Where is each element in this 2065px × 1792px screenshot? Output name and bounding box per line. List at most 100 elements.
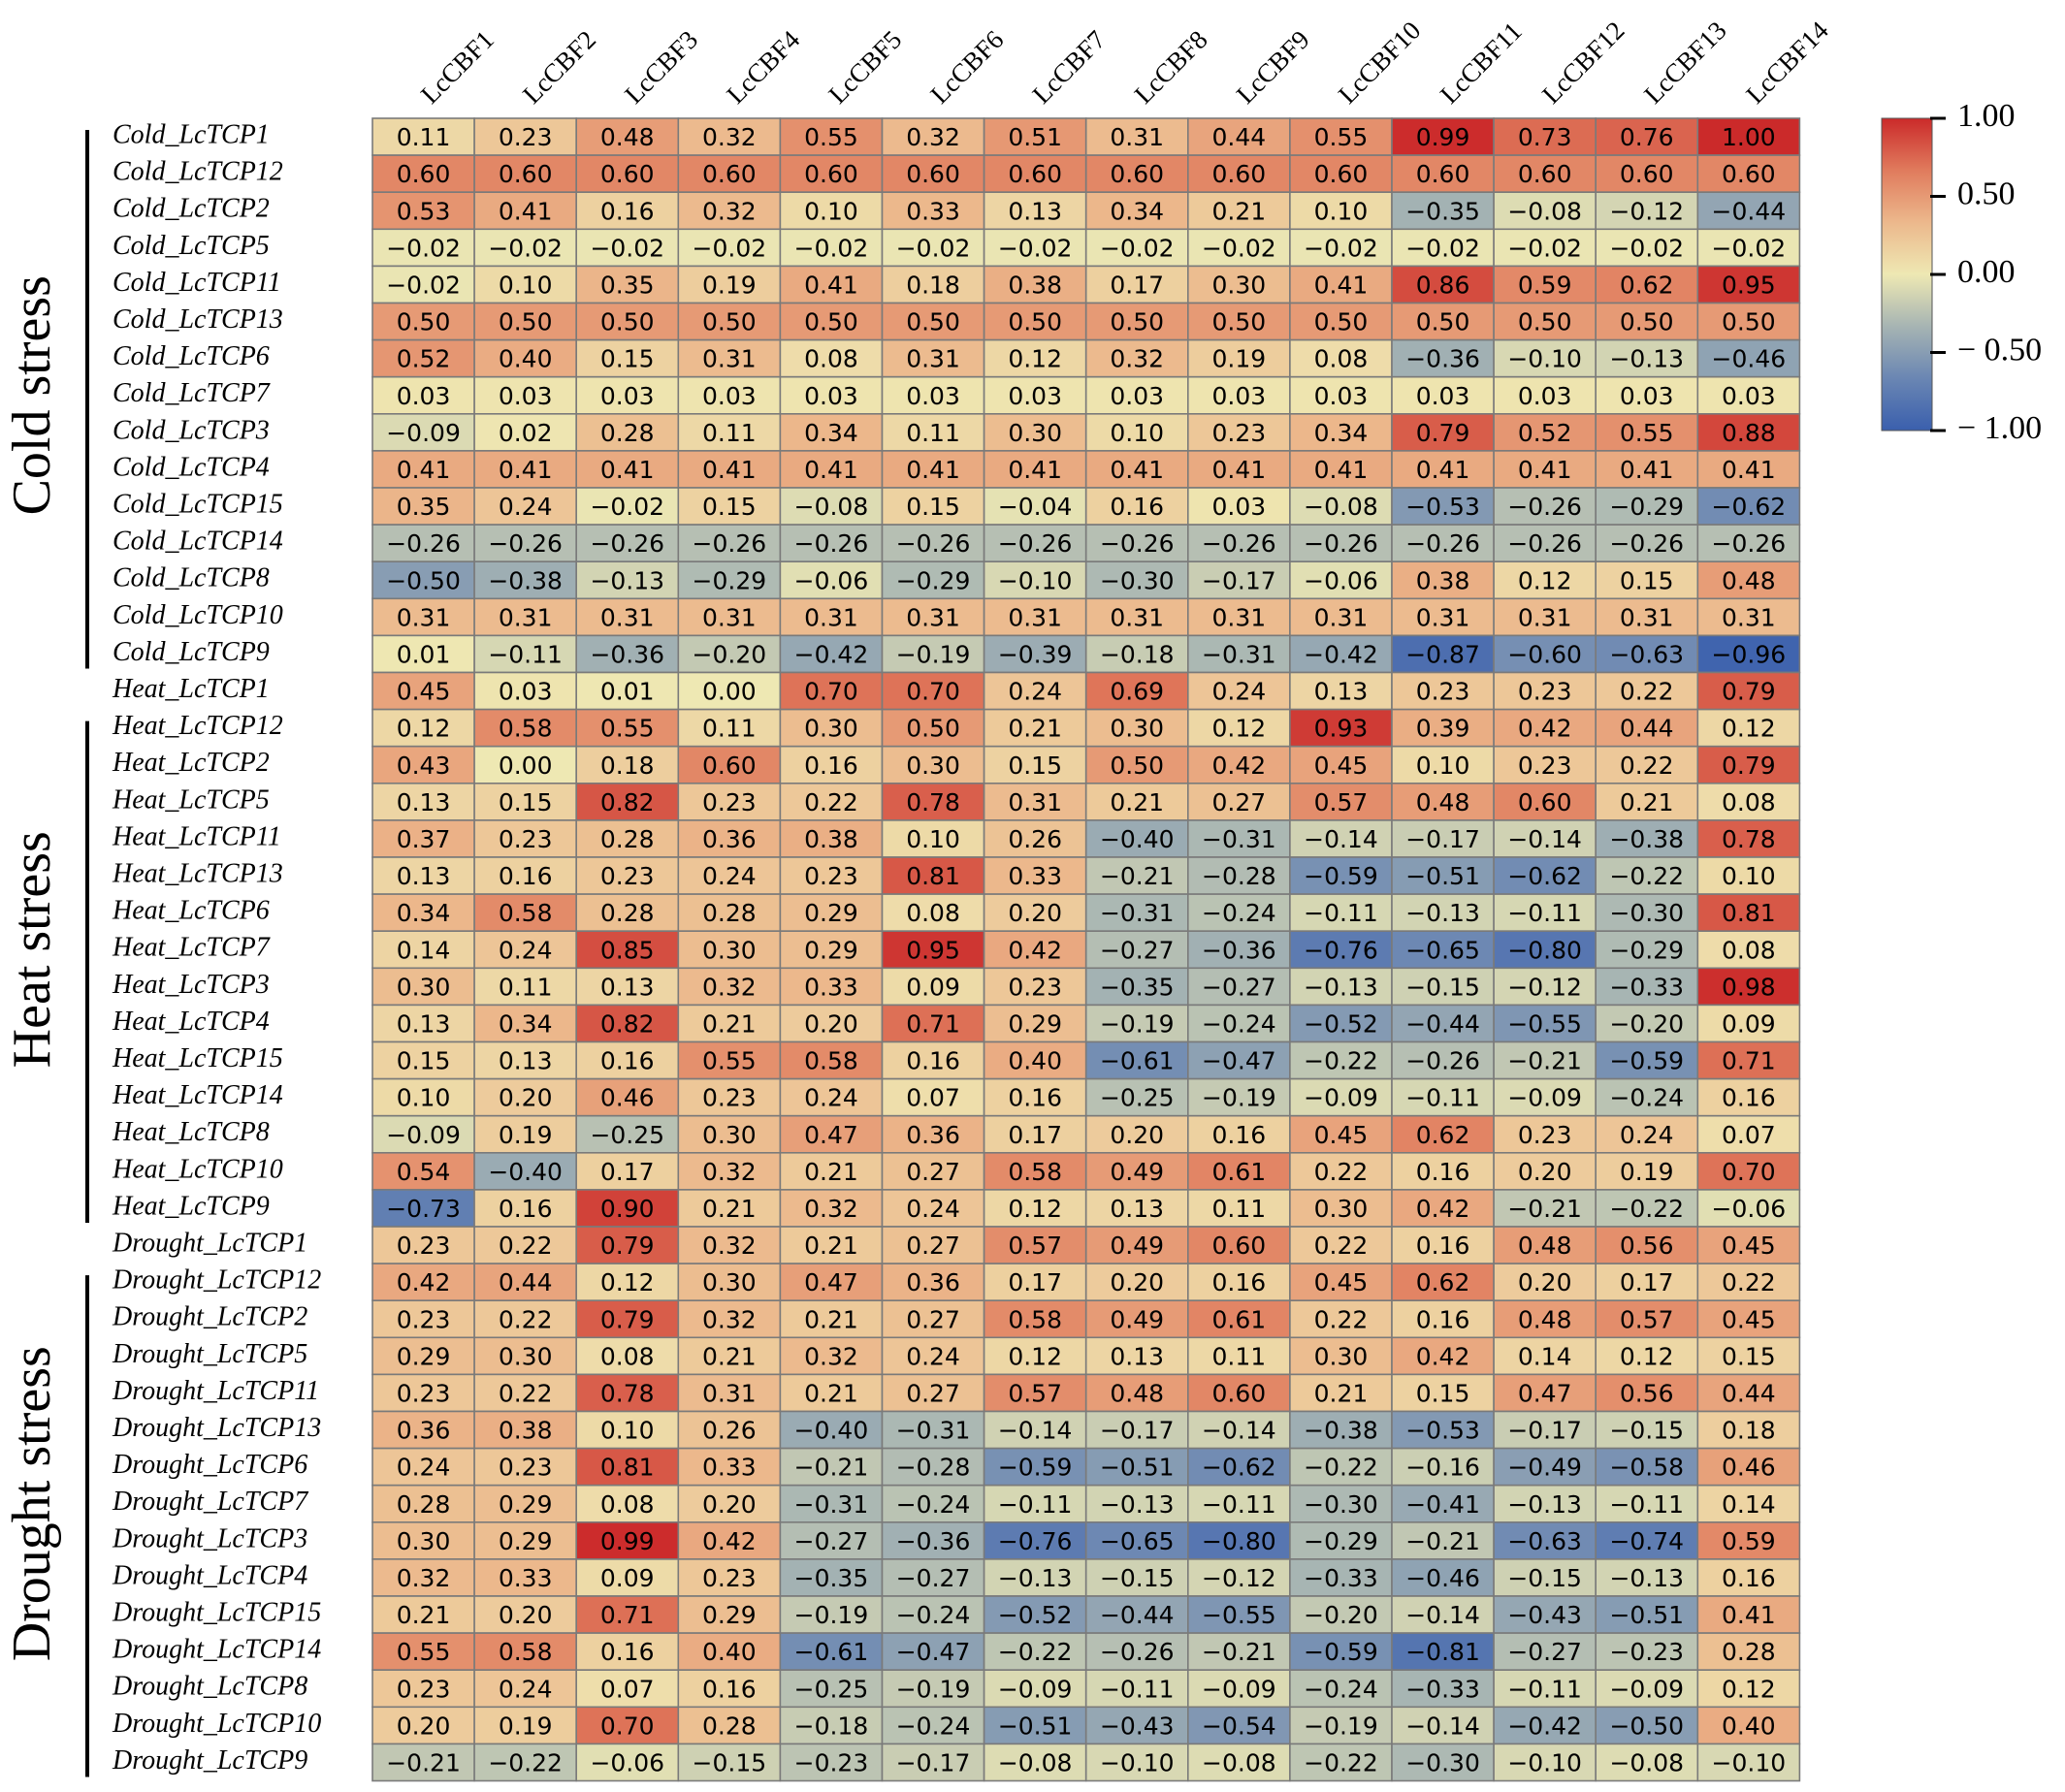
cell-value-label: 0.29 (702, 1601, 757, 1629)
cell-value-label: 0.49 (1110, 1158, 1164, 1186)
cell-value-label: −0.13 (1100, 1490, 1175, 1519)
cell-value-label: 0.50 (1620, 308, 1674, 336)
heatmap-cell (881, 708, 985, 748)
cell-value-label: 0.41 (1518, 456, 1572, 484)
heatmap-cell (1289, 1040, 1393, 1080)
cell-value-label: −0.15 (1609, 1417, 1684, 1445)
cell-value-label: 0.46 (1722, 1454, 1776, 1482)
cell-value-label: −0.74 (1609, 1527, 1684, 1555)
cell-value-label: 0.33 (499, 1564, 553, 1592)
cell-value-label: 0.17 (1620, 1268, 1674, 1296)
cell-value-label: 0.30 (397, 1527, 451, 1555)
heatmap-cell (1289, 487, 1393, 526)
heatmap-cell (1595, 228, 1699, 268)
cell-value-label: 0.79 (600, 1232, 655, 1260)
heatmap-cell (371, 191, 475, 231)
cell-value-label: 0.81 (906, 862, 960, 890)
cell-value-label: 0.32 (702, 1305, 757, 1333)
cell-value-label: −0.11 (1100, 1675, 1175, 1703)
cell-value-label: −0.55 (1202, 1601, 1276, 1629)
cell-value-label: 0.22 (1314, 1158, 1369, 1186)
row-labels: Cold_LcTCP1 Cold_LcTCP12 Cold_LcTCP2 Cold_L… (112, 119, 321, 1775)
cell-value-label: 0.79 (600, 1305, 655, 1333)
row-label: Drought_LcTCP15 (112, 1597, 321, 1627)
cell-value-label: 0.22 (804, 788, 858, 816)
cell-value-label: 0.78 (600, 1379, 655, 1407)
heatmap-cell (1187, 893, 1291, 932)
heatmap-cell (1084, 487, 1189, 526)
heatmap-cell (1084, 412, 1189, 452)
heatmap-cell (779, 560, 884, 600)
cell-value-label: −0.12 (1609, 197, 1684, 225)
cell-value-label: −0.13 (1609, 345, 1684, 373)
cell-value-label: 0.24 (1620, 1121, 1674, 1149)
cell-value-label: 0.08 (600, 1342, 655, 1370)
column-label: LcCBF10 (1333, 16, 1427, 110)
heatmap-cell (1391, 1114, 1495, 1154)
heatmap-cell (1595, 1040, 1699, 1080)
cell-value-label: −0.06 (590, 1748, 664, 1776)
heatmap-cell (371, 1743, 475, 1782)
cell-value-label: 0.24 (397, 1454, 451, 1482)
cell-value-label: −0.31 (794, 1490, 869, 1519)
cell-value-label: −0.46 (1712, 345, 1787, 373)
cell-value-label: 0.42 (702, 1527, 757, 1555)
heatmap-cell (1493, 1743, 1597, 1782)
cell-value-label: 0.45 (1314, 1121, 1369, 1149)
row-label: Cold_LcTCP4 (113, 452, 270, 482)
heatmap-cell (881, 524, 985, 562)
heatmap-cell (1493, 634, 1597, 674)
cell-value-label: 0.12 (1212, 715, 1267, 743)
cell-value-label: −0.24 (1202, 1009, 1276, 1038)
cell-value-label: −0.24 (1202, 899, 1276, 927)
heatmap-cell (575, 1447, 680, 1487)
cell-value-label: 0.27 (1212, 788, 1267, 816)
cell-value-label: 0.45 (397, 678, 451, 706)
cell-value-label: 0.20 (1110, 1268, 1164, 1296)
cell-value-label: −0.10 (998, 566, 1073, 594)
cell-value-label: 0.30 (1008, 419, 1062, 447)
heatmap-cell (677, 1040, 782, 1080)
cell-value-label: −0.02 (1100, 234, 1175, 262)
heatmap-cell (1084, 1632, 1189, 1671)
cell-value-label: 0.20 (397, 1712, 451, 1740)
heatmap-cell (473, 1152, 578, 1191)
cell-value-label: −0.11 (1405, 1084, 1480, 1112)
cell-value-label: 0.20 (1110, 1121, 1164, 1149)
heatmap-cell (677, 338, 782, 378)
heatmap-cell (983, 302, 1087, 341)
cell-value-label: 0.30 (804, 715, 858, 743)
cell-value-label: −0.40 (488, 1158, 563, 1186)
cell-value-label: 0.24 (1212, 678, 1267, 706)
heatmap-cell (983, 930, 1087, 970)
cell-value-label: −0.21 (1507, 1195, 1582, 1223)
cell-value-label: 0.23 (1416, 678, 1470, 706)
heatmap-cell (371, 1189, 475, 1228)
cell-value-label: 0.47 (804, 1121, 858, 1149)
cell-value-label: 0.30 (397, 973, 451, 1001)
cell-value-label: 0.13 (600, 973, 655, 1001)
heatmap-cell (575, 893, 680, 932)
cell-value-label: 0.99 (1416, 123, 1470, 151)
cell-value-label: −0.18 (794, 1712, 869, 1740)
cell-value-label: −0.16 (1405, 1454, 1480, 1482)
cell-value-label: 0.16 (1722, 1564, 1776, 1592)
heatmap-cell (1493, 338, 1597, 378)
cell-value-label: 0.12 (397, 715, 451, 743)
cell-value-label: 0.10 (1722, 862, 1776, 890)
cell-value-label: 0.21 (1212, 197, 1267, 225)
heatmap-cell (1187, 1263, 1291, 1301)
cell-value-label: 0.30 (702, 1268, 757, 1296)
heatmap-cell (983, 1373, 1087, 1413)
cell-value-label: −0.23 (794, 1748, 869, 1776)
heatmap-cell (1696, 1484, 1801, 1523)
row-label: Heat_LcTCP1 (112, 674, 270, 704)
cell-value-label: −0.15 (1405, 973, 1480, 1001)
cell-value-label: 0.60 (397, 160, 451, 188)
heatmap-cell (1084, 745, 1189, 784)
cell-value-label: 0.18 (906, 271, 960, 299)
cell-value-label: −0.14 (998, 1417, 1073, 1445)
cell-value-label: 0.79 (1722, 752, 1776, 780)
cell-value-label: −0.54 (1202, 1712, 1276, 1740)
heatmap-cell (1187, 1706, 1291, 1745)
